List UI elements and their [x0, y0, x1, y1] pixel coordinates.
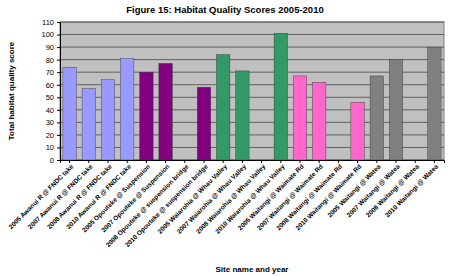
grid: [60, 22, 444, 160]
y-tick-mark: [57, 47, 60, 48]
grid-line: [60, 47, 444, 48]
bar: [101, 80, 114, 160]
y-tick: 30: [46, 118, 60, 127]
grid-line: [60, 97, 444, 98]
y-axis-title: Total habitat quality score: [7, 41, 16, 140]
x-tick-label: 2007 Opouteke @ Suspension: [100, 163, 171, 234]
bar: [312, 82, 325, 160]
x-tick: 2007 Opouteke @ Suspension: [100, 160, 171, 234]
bar: [428, 47, 441, 160]
y-tick-label: 30: [46, 118, 54, 127]
grid-line: [60, 122, 444, 123]
y-tick: 60: [46, 81, 60, 90]
y-axis: 0 10 20 30 40 50 60 70 80 90 100 110: [41, 18, 60, 165]
x-tick-label: 2008 Waitangi @ Waimate Rd: [275, 163, 344, 232]
y-tick-mark: [57, 85, 60, 86]
x-axis-line: [61, 161, 445, 164]
chart: Figure 15: Habitat Quality Scores 2005-2…: [0, 0, 450, 276]
y-tick: 80: [46, 56, 60, 65]
y-tick: 90: [46, 43, 60, 52]
y-tick-label: 0: [50, 156, 54, 165]
grid-line: [60, 147, 444, 148]
grid-line: [60, 59, 444, 60]
plot-background: [60, 22, 444, 160]
y-tick: 110: [42, 18, 60, 27]
bar: [63, 67, 76, 160]
bars: [63, 33, 441, 160]
y-tick-label: 50: [46, 93, 54, 102]
x-tick-label: 2005 Opouteke @ Suspension: [81, 163, 152, 234]
x-tick: 2005 Opouteke @ Suspension: [81, 160, 152, 234]
y-tick-mark: [57, 135, 60, 136]
grid-line: [60, 72, 444, 73]
y-tick-mark: [57, 147, 60, 148]
y-tick-label: 80: [46, 56, 54, 65]
y-tick-label: 110: [42, 18, 54, 27]
y-tick-label: 70: [46, 68, 54, 77]
x-tick: 2010 Opouteke @ suspension bridge: [123, 160, 210, 249]
y-tick-label: 40: [46, 106, 54, 115]
grid-line: [60, 34, 444, 35]
x-tick: 2008 Opouteke @ suspension bridge: [104, 160, 191, 249]
bar: [236, 71, 249, 160]
x-tick-label: 2007 Waitangi @ Waimate Rd: [256, 163, 325, 232]
bar: [389, 60, 402, 160]
y-tick-mark: [57, 97, 60, 98]
y-tick-label: 100: [41, 30, 54, 39]
y-tick-label: 90: [46, 43, 54, 52]
y-tick-mark: [57, 110, 60, 111]
bar: [197, 87, 210, 160]
bar: [216, 55, 229, 160]
y-tick-label: 20: [46, 131, 54, 140]
x-axis: 2005 Awanui R @ FNDC take2007 Awanui R @…: [7, 160, 444, 249]
x-tick-label: 2010 Waitangi @ Watea: [384, 162, 441, 219]
x-axis-title: Site name and year: [216, 265, 289, 274]
x-tick-label: 2010 Waitangi @ Waimate Rd: [294, 163, 363, 232]
bar: [293, 76, 306, 160]
bar: [140, 72, 153, 160]
bar: [82, 88, 95, 160]
y-tick: 70: [46, 68, 60, 77]
bar: [351, 102, 364, 160]
y-tick: 20: [46, 131, 60, 140]
bar: [274, 33, 287, 160]
y-tick-label: 10: [46, 143, 54, 152]
title: Figure 15: Habitat Quality Scores 2005-2…: [126, 4, 323, 15]
y-axis-line: [57, 23, 61, 161]
y-tick-mark: [57, 35, 60, 36]
bar: [370, 76, 383, 160]
y-tick-label: 60: [46, 81, 54, 90]
y-tick: 100: [41, 30, 60, 39]
grid-line: [60, 84, 444, 85]
y-tick-mark: [57, 122, 60, 123]
bar: [120, 58, 133, 160]
y-tick: 50: [46, 93, 60, 102]
y-tick-mark: [57, 22, 60, 23]
bar: [159, 63, 172, 160]
x-tick: 2010 Waitangi @ Watea: [384, 160, 441, 219]
y-tick: 0: [50, 156, 60, 165]
y-tick: 10: [46, 143, 60, 152]
y-tick: 40: [46, 106, 60, 115]
y-tick-mark: [57, 160, 60, 161]
grid-line: [60, 22, 444, 23]
x-tick-label: 2008 Opouteke @ suspension bridge: [104, 162, 191, 249]
plot: 0 10 20 30 40 50 60 70 80 90 100 110 2005 Awanui R @…: [7, 18, 444, 249]
grid-line: [60, 134, 444, 135]
grid-line: [60, 109, 444, 110]
x-tick-label: 2005 Waitangi @ Waimate Rd: [236, 163, 305, 232]
y-tick-mark: [57, 60, 60, 61]
y-tick-mark: [57, 72, 60, 73]
x-tick-label: 2010 Opouteke @ suspension bridge: [123, 162, 210, 249]
